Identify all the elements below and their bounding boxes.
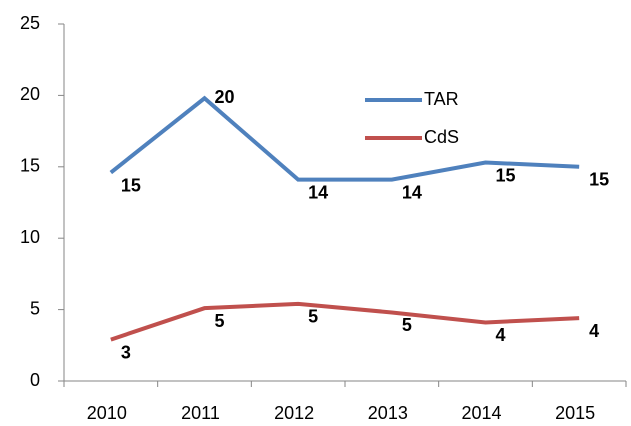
x-tick-label: 2014 [461,403,501,423]
data-line [110,301,580,342]
data-label: 5 [308,307,318,327]
legend-label: TAR [424,89,459,109]
y-tick-label: 0 [30,370,40,390]
data-line [109,95,580,182]
data-label: 15 [589,170,609,190]
x-tick-label: 2013 [368,403,408,423]
data-label: 14 [308,182,328,202]
data-label: 5 [402,315,412,335]
data-label: 14 [402,182,422,202]
data-label: 5 [215,311,225,331]
legend-label: CdS [424,127,459,147]
data-label: 4 [589,321,599,341]
y-tick-label: 5 [30,298,40,318]
x-tick-label: 2011 [181,403,220,423]
y-tick-label: 10 [20,227,40,247]
data-label: 15 [121,175,141,195]
y-tick-label: 20 [20,84,40,104]
x-tick-label: 2010 [87,403,127,423]
y-tick-label: 25 [20,13,40,33]
x-tick-label: 2012 [274,403,314,423]
data-label: 3 [121,342,131,362]
data-label: 20 [215,87,235,107]
x-tick-label: 2015 [555,403,595,423]
data-label: 4 [496,325,506,345]
y-tick-label: 15 [20,156,40,176]
data-label: 15 [496,165,516,185]
